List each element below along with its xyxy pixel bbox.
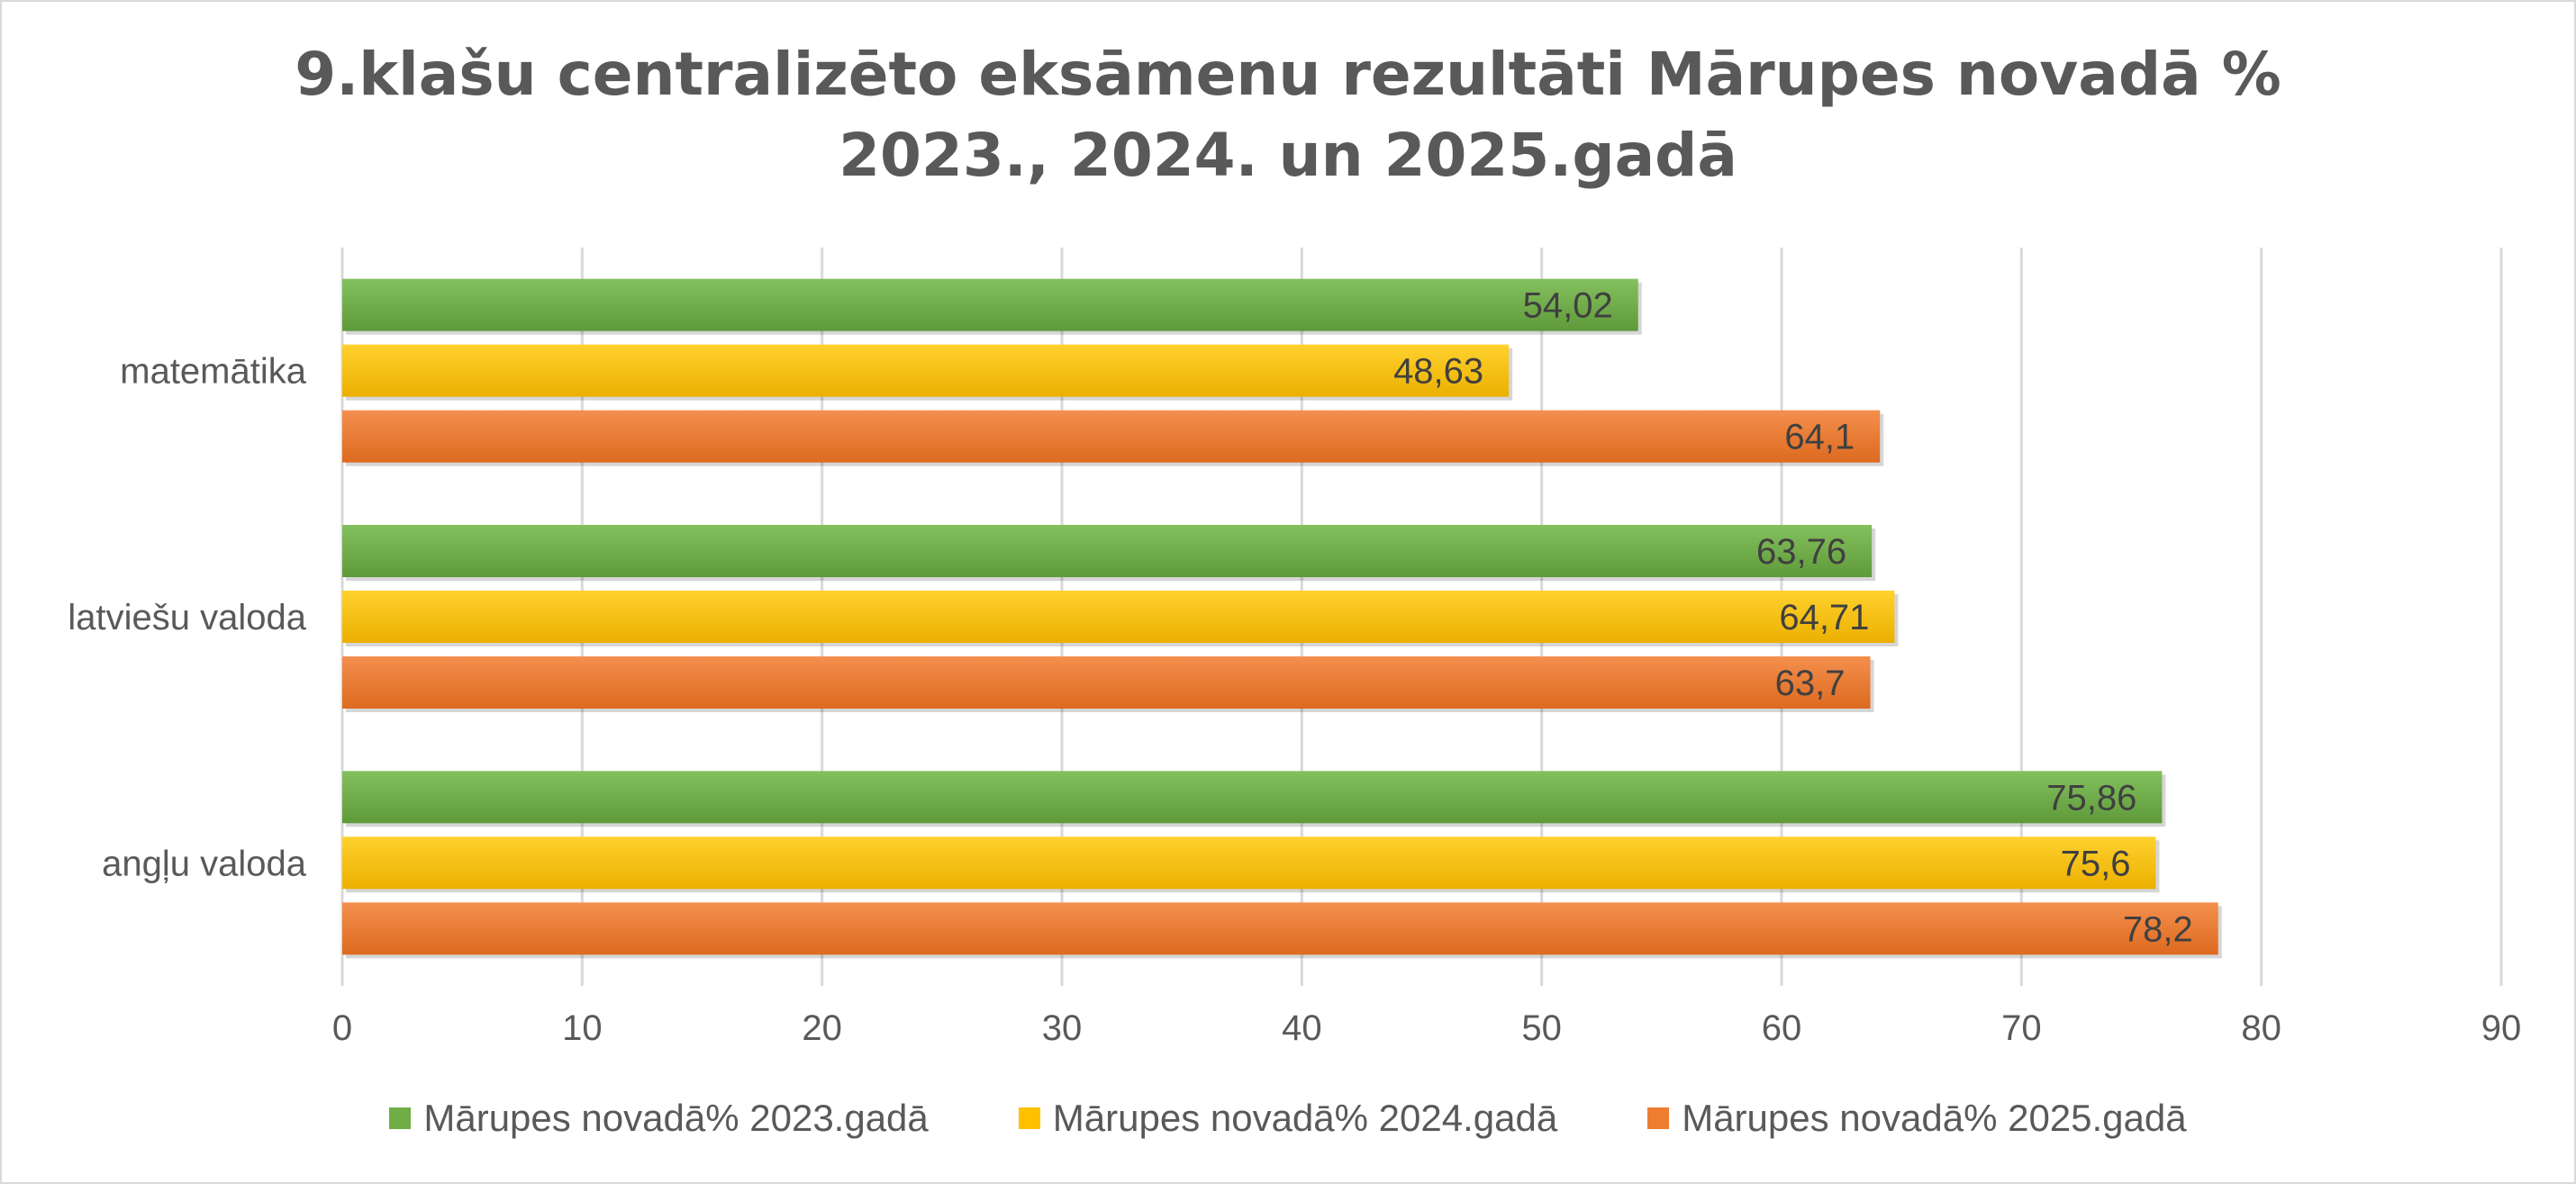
data-label-angļu-valoda-2: 78,2	[2123, 909, 2193, 949]
category-label-matemātika: matemātika	[120, 352, 306, 392]
bar-latviešu-valoda-0	[342, 525, 1873, 577]
legend-swatch-2023	[389, 1107, 412, 1129]
x-tick-label-60: 60	[1762, 1008, 1802, 1048]
legend-label-2024: Mārupes novadā% 2024.gadā	[1052, 1097, 1558, 1139]
data-label-latviešu-valoda-2: 63,7	[1775, 664, 1846, 703]
bar-latviešu-valoda-1	[342, 591, 1895, 643]
x-tick-label-0: 0	[332, 1008, 352, 1048]
category-label-angļu-valoda: angļu valoda	[102, 844, 307, 883]
chart-title: 9.klašu centralizēto eksāmenu rezultāti …	[0, 34, 2576, 196]
x-tick-label-20: 20	[802, 1008, 842, 1048]
legend-item-2025: Mārupes novadā% 2025.gadā	[1647, 1097, 2187, 1140]
bar-angļu-valoda-0	[342, 771, 2163, 824]
legend-swatch-2025	[1647, 1107, 1670, 1129]
chart-title-line-1: 9.klašu centralizēto eksāmenu rezultāti …	[295, 40, 2281, 109]
chart-title-line-2: 2023., 2024. un 2025.gadā	[839, 121, 1737, 190]
data-label-latviešu-valoda-0: 63,76	[1756, 532, 1846, 572]
data-label-angļu-valoda-1: 75,6	[2061, 844, 2131, 883]
bar-matemātika-1	[342, 344, 1510, 397]
x-tick-label-80: 80	[2241, 1008, 2281, 1048]
bar-angļu-valoda-2	[342, 902, 2218, 955]
data-label-matemātika-0: 54,02	[1523, 286, 1613, 326]
data-label-matemātika-2: 64,1	[1784, 418, 1855, 457]
bar-matemātika-2	[342, 410, 1881, 463]
x-tick-label-50: 50	[1521, 1008, 1562, 1048]
bar-latviešu-valoda-2	[342, 656, 1871, 709]
x-tick-label-90: 90	[2481, 1008, 2522, 1048]
legend: Mārupes novadā% 2023.gadā Mārupes novadā…	[0, 1097, 2576, 1140]
x-tick-label-40: 40	[1282, 1008, 1322, 1048]
legend-item-2024: Mārupes novadā% 2024.gadā	[1018, 1097, 1558, 1140]
data-label-matemātika-1: 48,63	[1393, 352, 1483, 392]
legend-item-2023: Mārupes novadā% 2023.gadā	[389, 1097, 929, 1140]
legend-label-2023: Mārupes novadā% 2023.gadā	[423, 1097, 929, 1139]
data-label-latviešu-valoda-1: 64,71	[1779, 598, 1869, 637]
category-label-latviešu-valoda: latviešu valoda	[68, 598, 306, 637]
bar-angļu-valoda-1	[342, 836, 2156, 890]
legend-swatch-2024	[1018, 1107, 1040, 1129]
x-tick-label-30: 30	[1042, 1008, 1083, 1048]
bar-matemātika-0	[342, 278, 1638, 331]
legend-label-2025: Mārupes novadā% 2025.gadā	[1682, 1097, 2187, 1139]
x-tick-label-10: 10	[562, 1008, 603, 1048]
x-tick-label-70: 70	[2001, 1008, 2042, 1048]
data-label-angļu-valoda-0: 75,86	[2046, 778, 2136, 818]
